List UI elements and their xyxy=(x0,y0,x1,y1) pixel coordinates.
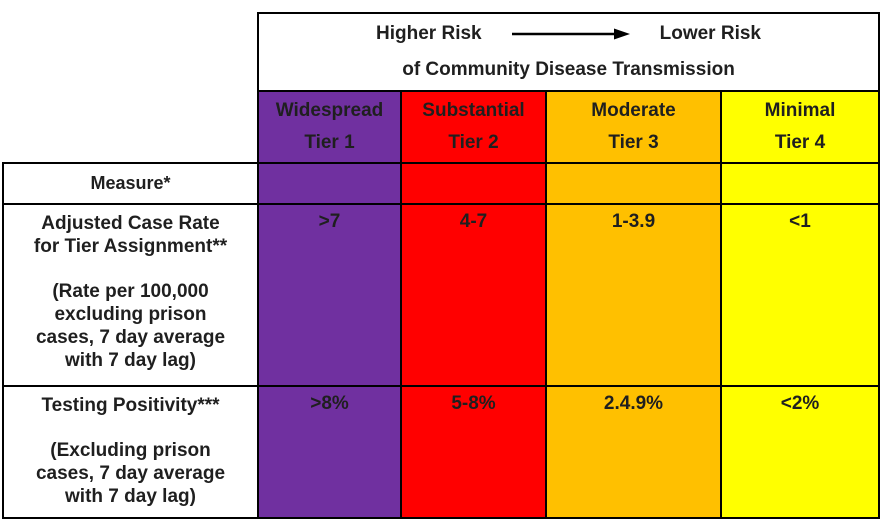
measure-empty-cell-tier3 xyxy=(545,162,722,205)
measure-empty-cell-tier4 xyxy=(719,162,880,205)
tier-table: Higher Risk Lower Risk of Community Dise… xyxy=(2,12,880,519)
positivity-note-line: with 7 day lag) xyxy=(65,486,196,507)
case-rate-note: (Rate per 100,000 excluding prison cases… xyxy=(4,280,257,372)
measure-label-cell: Measure* xyxy=(2,162,259,205)
tier-header-minimal: Minimal Tier 4 xyxy=(719,90,880,164)
case-rate-label-cell: Adjusted Case Rate for Tier Assignment**… xyxy=(2,203,259,387)
higher-risk-label: Higher Risk xyxy=(376,23,482,44)
positivity-value-tier4: <2% xyxy=(719,385,880,519)
tier-header-substantial: Substantial Tier 2 xyxy=(400,90,547,164)
tier-number-label: Tier 2 xyxy=(448,132,499,153)
positivity-note-line: cases, 7 day average xyxy=(35,463,226,484)
tier-number-label: Tier 3 xyxy=(608,132,659,153)
tier-number-label: Tier 1 xyxy=(304,132,355,153)
case-rate-note-line: with 7 day lag) xyxy=(65,350,196,371)
case-rate-title-line: Adjusted Case Rate xyxy=(41,213,220,234)
case-rate-note-line: cases, 7 day average xyxy=(35,327,226,348)
positivity-value-tier3: 2.4.9% xyxy=(545,385,722,519)
tier-name-label: Moderate xyxy=(591,100,676,121)
positivity-value-tier1: >8% xyxy=(257,385,402,519)
risk-direction-header: Higher Risk Lower Risk of Community Dise… xyxy=(256,12,880,92)
tier-header-moderate: Moderate Tier 3 xyxy=(545,90,722,164)
lower-risk-label: Lower Risk xyxy=(659,23,761,44)
positivity-note-line: (Excluding prison xyxy=(50,440,211,461)
tier-number-label: Tier 4 xyxy=(774,132,826,153)
positivity-title-line: Testing Positivity*** xyxy=(41,395,220,416)
case-rate-value-tier3: 1-3.9 xyxy=(545,203,722,387)
case-rate-value-tier2: 4-7 xyxy=(400,203,547,387)
positivity-label-cell: Testing Positivity*** (Excluding prison … xyxy=(2,385,259,519)
tier-header-widespread: Widespread Tier 1 xyxy=(257,90,402,164)
positivity-note: (Excluding prison cases, 7 day average w… xyxy=(4,439,257,508)
tier-name-label: Minimal xyxy=(764,100,836,121)
tier-name-label: Widespread xyxy=(275,100,384,121)
case-rate-value-tier1: >7 xyxy=(257,203,402,387)
case-rate-title-line: for Tier Assignment** xyxy=(33,236,228,257)
blank-tier-left-cell xyxy=(3,91,258,163)
transmission-subtitle: of Community Disease Transmission xyxy=(402,59,735,80)
blank-top-left-cell xyxy=(3,13,258,91)
measure-empty-cell-tier1 xyxy=(257,162,402,205)
measure-empty-cell-tier2 xyxy=(400,162,547,205)
tier-name-label: Substantial xyxy=(422,100,525,121)
case-rate-note-line: excluding prison xyxy=(54,304,207,325)
right-arrow-icon xyxy=(510,27,632,41)
case-rate-value-tier4: <1 xyxy=(719,203,880,387)
positivity-value-tier2: 5-8% xyxy=(400,385,547,519)
case-rate-note-line: (Rate per 100,000 xyxy=(52,281,209,302)
